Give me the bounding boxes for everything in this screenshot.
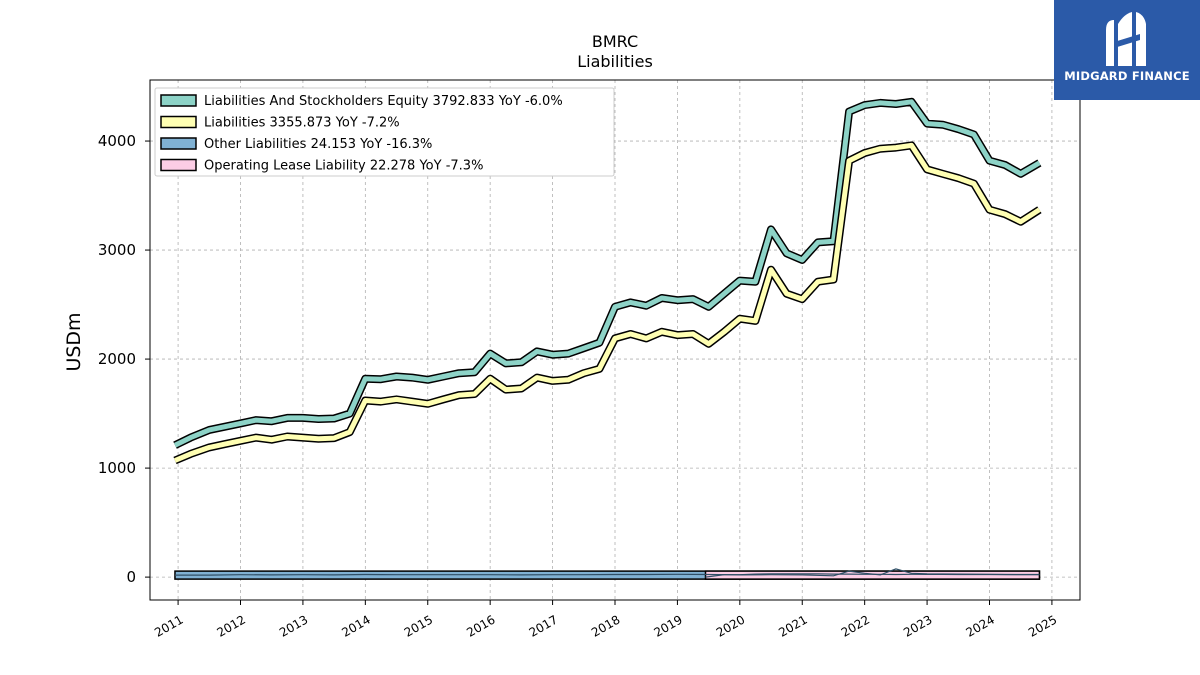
x-tick-label: 2025 bbox=[1026, 612, 1059, 639]
x-tick-label: 2016 bbox=[464, 612, 497, 639]
legend-swatch bbox=[160, 94, 197, 107]
x-tick-label: 2013 bbox=[277, 612, 310, 639]
series-band-operating-lease-liability bbox=[704, 570, 1041, 580]
chart-subtitle: Liabilities bbox=[577, 52, 653, 71]
brand-name: MIDGARD FINANCE bbox=[1064, 69, 1190, 83]
y-tick-label: 1000 bbox=[98, 459, 136, 477]
series-line-liabilities-and-stockholders-equity bbox=[173, 99, 1041, 448]
brand-mark-icon bbox=[1106, 12, 1146, 66]
legend: Liabilities And Stockholders Equity 3792… bbox=[154, 87, 615, 177]
x-tick-label: 2012 bbox=[215, 612, 248, 639]
y-axis-ticks: 0 1000 2000 3000 4000 bbox=[98, 132, 150, 586]
legend-label: Other Liabilities 24.153 YoY -16.3% bbox=[204, 137, 432, 152]
y-tick-label: 4000 bbox=[98, 132, 136, 150]
legend-swatch bbox=[160, 158, 197, 172]
brand-logo: MIDGARD FINANCE bbox=[1054, 0, 1200, 100]
x-tick-label: 2024 bbox=[964, 612, 997, 639]
legend-swatch bbox=[160, 115, 197, 129]
grid-lines bbox=[150, 80, 1080, 600]
legend-label: Liabilities And Stockholders Equity 3792… bbox=[204, 94, 563, 109]
x-tick-label: 2018 bbox=[589, 612, 622, 639]
legend-frame bbox=[154, 87, 615, 177]
x-axis-ticks: 2011 2012 2013 2014 2015 2016 2017 2018 2019 2020… bbox=[152, 600, 1059, 640]
legend-swatch bbox=[160, 137, 197, 150]
x-tick-label: 2023 bbox=[901, 612, 934, 639]
y-tick-label: 0 bbox=[126, 568, 136, 586]
series-line-other-liabilities bbox=[175, 568, 1040, 577]
x-tick-label: 2022 bbox=[839, 612, 872, 639]
y-tick-label: 3000 bbox=[98, 241, 136, 259]
x-tick-label: 2020 bbox=[714, 612, 747, 639]
series-line-liabilities bbox=[174, 142, 1041, 463]
x-tick-label: 2019 bbox=[651, 612, 684, 639]
series-line-outline-liabilities bbox=[173, 141, 1042, 465]
series-lines bbox=[173, 97, 1042, 578]
series-line-operating-lease-liability bbox=[705, 573, 1040, 578]
x-tick-label: 2021 bbox=[776, 612, 809, 639]
legend-label: Liabilities 3355.873 YoY -7.2% bbox=[204, 116, 400, 131]
chart-title: BMRC bbox=[591, 32, 639, 51]
legend-label: Operating Lease Liability 22.278 YoY -7.… bbox=[204, 159, 483, 174]
y-tick-label: 2000 bbox=[98, 350, 136, 368]
y-axis-label: USDm bbox=[63, 312, 85, 371]
x-tick-label: 2015 bbox=[402, 612, 435, 639]
x-tick-label: 2014 bbox=[339, 612, 372, 639]
x-tick-label: 2017 bbox=[527, 612, 560, 639]
x-tick-label: 2011 bbox=[152, 612, 185, 639]
